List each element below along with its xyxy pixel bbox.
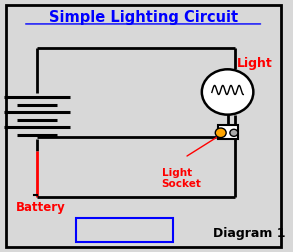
Text: Light: Light	[237, 56, 273, 70]
Text: Diagram 1: Diagram 1	[213, 227, 285, 240]
Text: Battery: Battery	[16, 201, 66, 214]
Circle shape	[202, 69, 253, 115]
Text: Light
Socket: Light Socket	[162, 168, 202, 189]
Text: www.1728.com: www.1728.com	[77, 225, 172, 235]
Circle shape	[230, 129, 238, 136]
Circle shape	[215, 128, 226, 138]
Text: Simple Lighting Circuit: Simple Lighting Circuit	[49, 10, 238, 25]
Bar	[218, 125, 238, 139]
FancyBboxPatch shape	[76, 218, 173, 242]
